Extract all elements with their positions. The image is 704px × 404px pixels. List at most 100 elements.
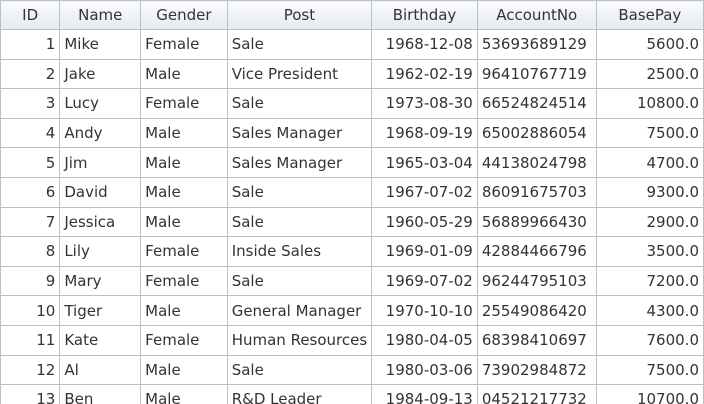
table-cell: 9 — [0, 265, 61, 297]
table-cell: 3 — [0, 88, 61, 119]
column-header[interactable]: Name — [59, 0, 142, 30]
table-row[interactable]: 5 Jim Male Sales Manager 1965-03-04 441380247… — [0, 147, 704, 178]
table-cell: Mike — [59, 29, 142, 60]
table-cell: 1962-02-19 — [371, 58, 478, 90]
table-cell: Female — [140, 29, 228, 60]
table-cell: Male — [140, 117, 228, 149]
table-cell: Sale — [226, 206, 373, 238]
table-body: 1 Mike Female Sale 1968-12-08 53693689129 5600… — [0, 29, 704, 404]
table-cell: 1984-09-13 — [371, 384, 478, 404]
table-cell: Inside Sales — [226, 236, 373, 267]
table-cell: 1 — [0, 29, 61, 60]
table-row[interactable]: 2 Jake Male Vice President 1962-02-19 9641076… — [0, 58, 704, 90]
table-row[interactable]: 9 Mary Female Sale 1969-07-02 96244795103 7200… — [0, 265, 704, 297]
column-header[interactable]: AccountNo — [476, 0, 597, 30]
table-cell: Female — [140, 265, 228, 297]
table-cell: Vice President — [226, 58, 373, 90]
table-row[interactable]: 3 Lucy Female Sale 1973-08-30 66524824514 1080… — [0, 88, 704, 119]
table-cell: Male — [140, 176, 228, 208]
table-cell: Female — [140, 324, 228, 356]
table-cell: Male — [140, 58, 228, 90]
table-row[interactable]: 13 Ben Male R&D Leader 1984-09-13 04521217732… — [0, 384, 704, 404]
table-cell: Sale — [226, 265, 373, 297]
table-cell: 7 — [0, 206, 61, 238]
table-cell: 12 — [0, 354, 61, 386]
table-cell: David — [59, 176, 142, 208]
table-cell: 25549086420 — [476, 295, 597, 326]
table-cell: 44138024798 — [476, 147, 597, 178]
table-cell: 5600.0 — [595, 29, 704, 60]
table-cell: 1973-08-30 — [371, 88, 478, 119]
table-row[interactable]: 8 Lily Female Inside Sales 1969-01-09 4288446… — [0, 236, 704, 267]
table-cell: 1969-01-09 — [371, 236, 478, 267]
table-cell: 96410767719 — [476, 58, 597, 90]
table-row[interactable]: 4 Andy Male Sales Manager 1968-09-19 65002886… — [0, 117, 704, 149]
table-cell: 1969-07-02 — [371, 265, 478, 297]
table-cell: 7200.0 — [595, 265, 704, 297]
column-header[interactable]: Birthday — [371, 0, 478, 30]
table-cell: 53693689129 — [476, 29, 597, 60]
table-row[interactable]: 1 Mike Female Sale 1968-12-08 53693689129 5600… — [0, 29, 704, 60]
table-cell: General Manager — [226, 295, 373, 326]
table-row[interactable]: 10 Tiger Male General Manager 1970-10-10 2554… — [0, 295, 704, 326]
table-cell: Andy — [59, 117, 142, 149]
table-row[interactable]: 7 Jessica Male Sale 1960-05-29 56889966430 290… — [0, 206, 704, 238]
table-row[interactable]: 6 David Male Sale 1967-07-02 86091675703 9300.… — [0, 176, 704, 208]
header-row: ID Name Gender Post Birthday AccountNo BasePay — [0, 0, 704, 30]
table-cell: 2900.0 — [595, 206, 704, 238]
table-cell: 1968-12-08 — [371, 29, 478, 60]
table-cell: 1980-03-06 — [371, 354, 478, 386]
table-row[interactable]: 11 Kate Female Human Resources 1980-04-05 683… — [0, 324, 704, 356]
table-cell: 2500.0 — [595, 58, 704, 90]
table-cell: 1980-04-05 — [371, 324, 478, 356]
table-cell: 7500.0 — [595, 117, 704, 149]
table-cell: 1965-03-04 — [371, 147, 478, 178]
table-cell: 2 — [0, 58, 61, 90]
table-cell: Tiger — [59, 295, 142, 326]
table-cell: Male — [140, 384, 228, 404]
table-cell: 5 — [0, 147, 61, 178]
table-cell: 96244795103 — [476, 265, 597, 297]
table-cell: 1960-05-29 — [371, 206, 478, 238]
table-cell: Male — [140, 354, 228, 386]
table-cell: Mary — [59, 265, 142, 297]
table-cell: 9300.0 — [595, 176, 704, 208]
table-cell: 86091675703 — [476, 176, 597, 208]
table-cell: 04521217732 — [476, 384, 597, 404]
table-cell: 4 — [0, 117, 61, 149]
table-cell: Kate — [59, 324, 142, 356]
table-cell: R&D Leader — [226, 384, 373, 404]
table-cell: 8 — [0, 236, 61, 267]
table-cell: Sale — [226, 88, 373, 119]
column-header[interactable]: BasePay — [595, 0, 704, 30]
table-cell: 13 — [0, 384, 61, 404]
table-cell: Ben — [59, 384, 142, 404]
column-header[interactable]: Gender — [140, 0, 228, 30]
table-cell: Male — [140, 295, 228, 326]
table-row[interactable]: 12 Al Male Sale 1980-03-06 73902984872 7500.0 — [0, 354, 704, 386]
table-cell: 11 — [0, 324, 61, 356]
column-header[interactable]: ID — [0, 0, 61, 30]
table-cell: 4300.0 — [595, 295, 704, 326]
table-cell: 68398410697 — [476, 324, 597, 356]
table-cell: 10800.0 — [595, 88, 704, 119]
table-cell: Female — [140, 88, 228, 119]
table-cell: Male — [140, 206, 228, 238]
table-cell: 4700.0 — [595, 147, 704, 178]
table-cell: Human Resources — [226, 324, 373, 356]
column-header[interactable]: Post — [226, 0, 373, 30]
table-cell: Lily — [59, 236, 142, 267]
table-cell: 7500.0 — [595, 354, 704, 386]
table-cell: 10 — [0, 295, 61, 326]
table-cell: 7600.0 — [595, 324, 704, 356]
table-cell: Jake — [59, 58, 142, 90]
table-cell: Al — [59, 354, 142, 386]
table-cell: 65002886054 — [476, 117, 597, 149]
table-cell: 56889966430 — [476, 206, 597, 238]
table-cell: Jim — [59, 147, 142, 178]
table-cell: 1970-10-10 — [371, 295, 478, 326]
table-cell: Sales Manager — [226, 147, 373, 178]
table-cell: 66524824514 — [476, 88, 597, 119]
